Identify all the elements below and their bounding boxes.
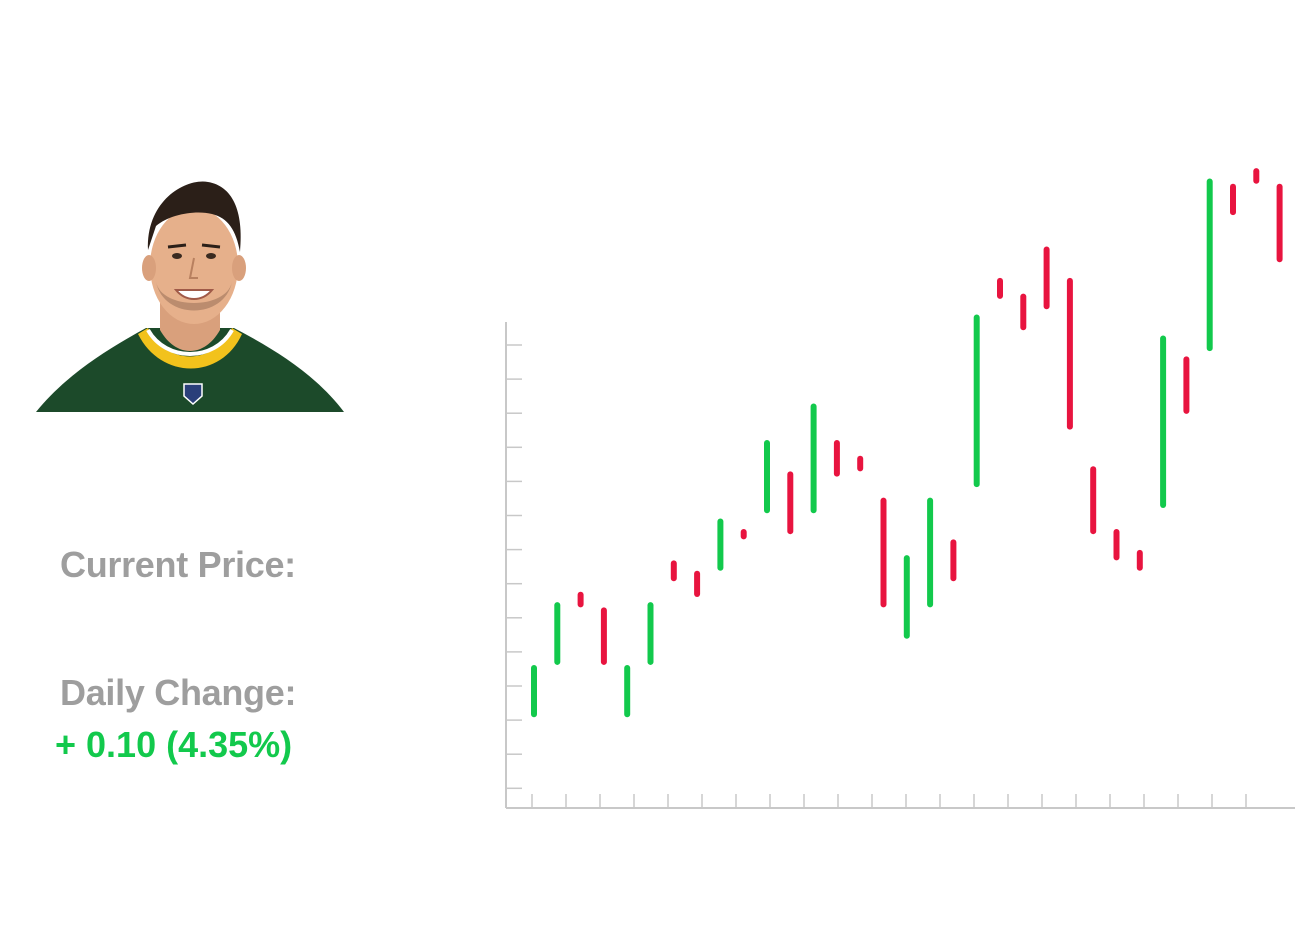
candle-down [740,528,747,540]
candle-down [1253,168,1260,184]
candle-down [787,471,794,535]
candle-down [1090,466,1097,535]
daily-change-label: Daily Change: [60,672,297,713]
daily-change-value: + 0.10 (4.35%) [55,724,293,765]
candle-down [1183,356,1190,414]
candle-down [1136,549,1143,571]
candle-down [1113,528,1120,561]
jersey-shape [36,328,344,412]
candle-down [1020,293,1027,331]
candle-up [810,403,817,514]
candle-down [833,440,840,477]
candle-up [1160,335,1167,509]
candle-up [973,314,980,488]
current-price-label: Current Price: [60,544,296,585]
candle-down [950,539,957,582]
candle-down [1066,277,1073,430]
candle-down [670,560,677,582]
candle-down [1230,183,1236,216]
chart-axes [505,322,1295,809]
candle-down [694,570,701,597]
jersey-collar [138,328,242,369]
shield-icon [183,383,203,406]
candle-up [554,602,561,665]
player-photo [36,181,344,412]
candle-up [647,602,654,665]
candle-up [927,497,934,608]
candle-up [717,518,724,571]
candle-up [903,555,910,639]
candle-down [880,497,887,608]
candle-up [531,664,537,718]
candle-down [577,591,584,608]
candle-down [857,455,864,472]
candle-down [600,607,607,665]
candle-up [764,440,770,514]
candle-down [1276,183,1283,263]
chart-candles [531,168,1283,718]
candle-up [1206,178,1213,352]
candle-down [1043,246,1050,310]
candle-up [624,664,631,718]
candle-down [997,277,1003,299]
